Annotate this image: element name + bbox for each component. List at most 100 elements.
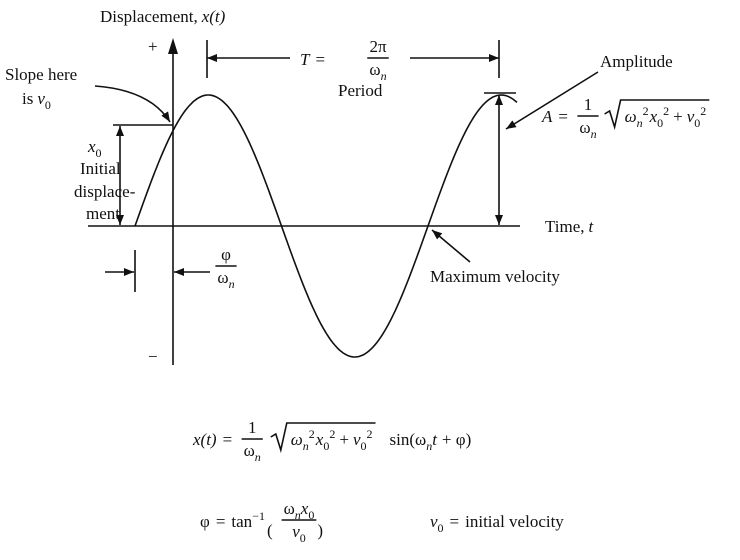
text: φ xyxy=(221,245,231,264)
text: ωn2x02 + v02 xyxy=(625,104,707,130)
text-run: v xyxy=(353,430,361,449)
text-run: v xyxy=(687,107,695,126)
text-run: = xyxy=(558,107,568,126)
text-run: 2 xyxy=(700,104,706,118)
text-run: v xyxy=(292,522,300,541)
text: is v0 xyxy=(22,89,51,112)
text-run: t xyxy=(589,217,595,236)
text: Maximum velocity xyxy=(430,267,560,286)
text-run: = xyxy=(315,50,325,69)
root-sign xyxy=(270,422,376,454)
text-run: Maximum velocity xyxy=(430,267,560,286)
text: ment xyxy=(86,204,120,223)
text-run: Amplitude xyxy=(600,52,673,71)
text-run: 0 xyxy=(657,116,663,130)
text: ωn xyxy=(244,441,261,464)
text-run: 2 xyxy=(643,104,649,118)
text-run: − xyxy=(148,347,158,366)
text-run: displace- xyxy=(74,182,136,201)
text-run: x(t) xyxy=(201,7,226,26)
text-run: ( xyxy=(267,521,273,540)
text: Displacement, x(t) xyxy=(100,7,226,26)
text: Initial xyxy=(80,159,121,178)
text: 1 xyxy=(248,418,257,437)
text-run: A xyxy=(541,107,553,126)
velocity-pointer xyxy=(431,229,471,263)
text-run: 0 xyxy=(323,439,329,453)
text-run: x xyxy=(315,430,324,449)
text-run: n xyxy=(637,116,643,130)
text-run: 2 xyxy=(309,427,315,441)
text-run: t xyxy=(432,430,438,449)
text: − xyxy=(148,347,158,366)
text-run: x(t) xyxy=(192,430,217,449)
text-run: 0 xyxy=(438,521,444,535)
text-run: Period xyxy=(338,81,383,100)
text-run: n xyxy=(591,127,597,141)
text-run: 2 xyxy=(366,427,372,441)
text-run: 0 xyxy=(96,146,102,160)
text-run: = xyxy=(223,430,233,449)
text: φ = tan−1 xyxy=(200,509,265,531)
text: ( xyxy=(267,521,273,540)
text-run: tan xyxy=(231,512,252,531)
text-run: φ xyxy=(221,245,231,264)
text-run: 2 xyxy=(329,427,335,441)
text-run: + φ) xyxy=(442,430,471,449)
text-run: + xyxy=(673,107,683,126)
text-run: n xyxy=(426,439,432,453)
text-run: n xyxy=(255,450,261,464)
text-run: ω xyxy=(415,430,426,449)
displacement-curve xyxy=(134,94,518,358)
text: ωn xyxy=(579,118,596,141)
text-run: n xyxy=(229,277,235,291)
text-run: Time, xyxy=(545,217,585,236)
text-run: v xyxy=(37,89,45,108)
text-run: 0 xyxy=(300,531,306,545)
text-run: ω xyxy=(217,268,228,287)
text-run: 0 xyxy=(694,116,700,130)
text-run: −1 xyxy=(252,509,265,523)
text-run: n xyxy=(303,439,309,453)
axis-arrowhead xyxy=(168,38,178,54)
text-run: ment xyxy=(86,204,120,223)
text-run: + xyxy=(339,430,349,449)
text-run: = xyxy=(216,512,226,531)
text-run: Displacement, xyxy=(100,7,198,26)
text: ωn xyxy=(369,60,386,83)
text: x(t) = xyxy=(192,430,232,449)
text-run: n xyxy=(295,508,301,522)
text: Slope here xyxy=(5,65,77,84)
text-run: x xyxy=(649,107,658,126)
text: ωnx0 xyxy=(284,499,315,522)
text: ωn2x02 + v02 xyxy=(291,427,373,453)
text: x0 xyxy=(87,137,102,160)
text-run: Initial xyxy=(80,159,121,178)
text-run: x xyxy=(87,137,96,156)
text-run: x xyxy=(300,499,309,518)
text-run: T xyxy=(300,50,311,69)
text-run: ω xyxy=(579,118,590,137)
text: + xyxy=(148,37,158,56)
text-run: = xyxy=(450,512,460,531)
text: displace- xyxy=(74,182,136,201)
text-run: ω xyxy=(291,430,303,449)
text-run: v xyxy=(430,512,438,531)
text: ωn xyxy=(217,268,234,291)
text-run: 2π xyxy=(369,37,387,56)
text-run: ω xyxy=(369,60,380,79)
text-run: 2 xyxy=(663,104,669,118)
text-run: Slope here xyxy=(5,65,77,84)
text: v0 xyxy=(292,522,306,545)
text: Time, t xyxy=(545,217,595,236)
slope-pointer xyxy=(94,85,171,123)
text-run: 1 xyxy=(584,95,593,114)
text: v0 = initial velocity xyxy=(430,512,564,535)
text-run: 0 xyxy=(308,508,314,522)
text-run: + xyxy=(148,37,158,56)
text-run: 1 xyxy=(248,418,257,437)
text: ) xyxy=(317,521,323,540)
text-run: 0 xyxy=(45,98,51,112)
text: 2π xyxy=(369,37,387,56)
